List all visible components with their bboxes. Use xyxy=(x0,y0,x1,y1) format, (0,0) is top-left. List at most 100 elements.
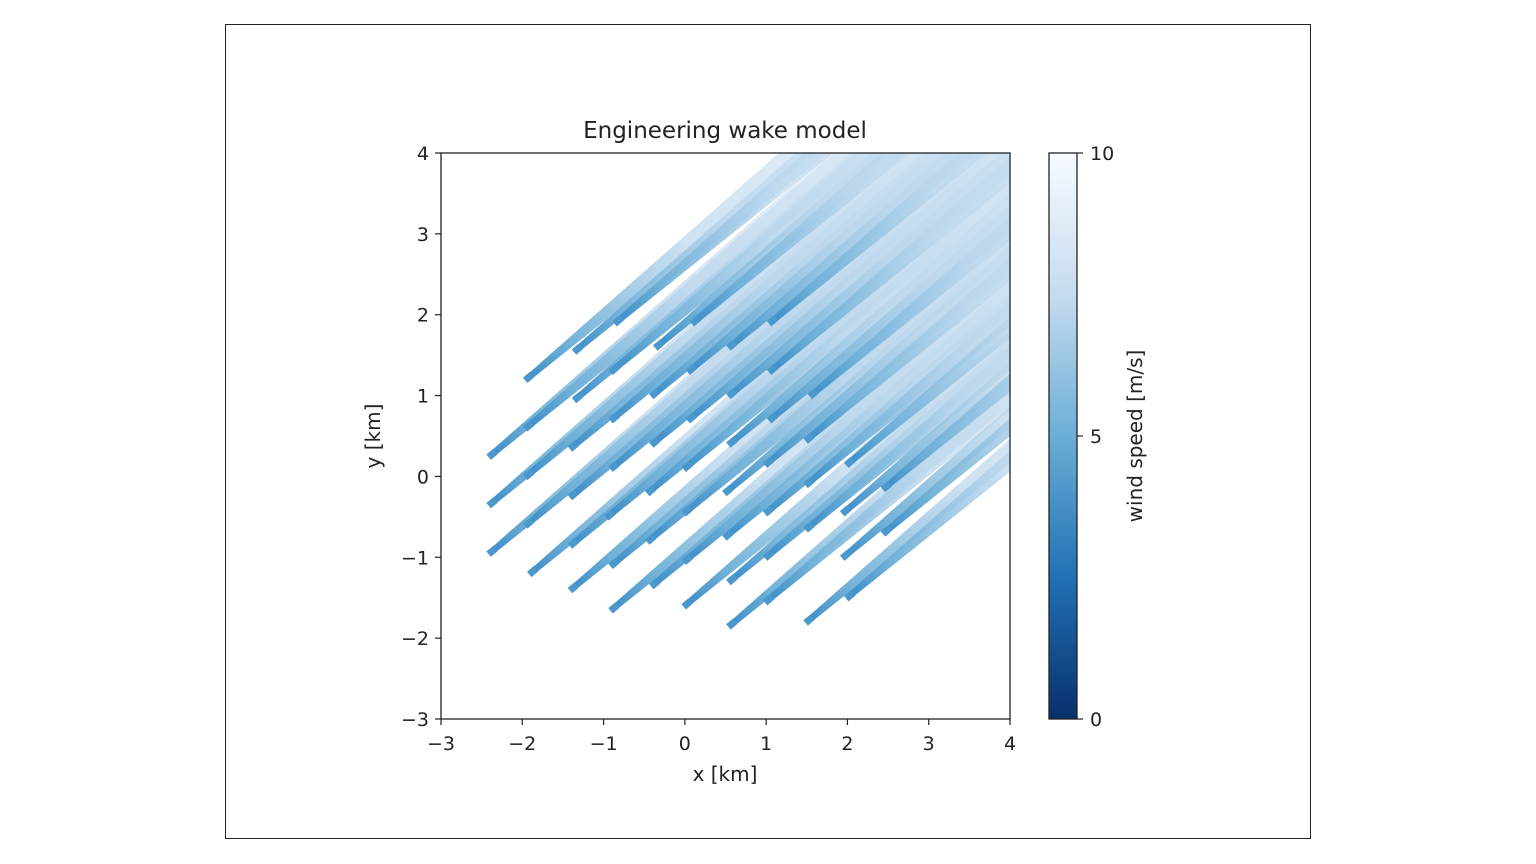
turbine-rotor xyxy=(726,388,738,400)
turbine-rotor xyxy=(762,505,775,517)
turbine-rotor xyxy=(844,456,856,468)
turbine-wake xyxy=(726,153,1010,351)
turbine-rotor xyxy=(844,590,856,602)
chart-title: Engineering wake model xyxy=(583,118,867,144)
y-axis-label: y [km] xyxy=(361,404,385,469)
turbine-rotor xyxy=(681,553,693,565)
x-tick-label: −1 xyxy=(590,733,618,755)
x-axis-label: x [km] xyxy=(693,762,758,786)
turbine-wake xyxy=(803,153,1010,489)
turbine-wake xyxy=(880,153,1010,537)
turbine-wake xyxy=(612,153,1010,327)
turbine-rotor xyxy=(608,363,620,375)
turbine-rotor xyxy=(612,315,624,327)
y-tick-label: 3 xyxy=(417,224,429,246)
turbine-rotor xyxy=(762,456,775,468)
turbine-rotor xyxy=(648,578,661,590)
turbine-wake xyxy=(880,153,1010,493)
x-tick-label: 2 xyxy=(841,733,853,755)
turbine-rotor xyxy=(567,489,580,501)
turbine-rotor xyxy=(681,460,693,472)
turbine-rotor xyxy=(608,602,620,614)
turbine-wake xyxy=(766,153,1010,375)
turbine-wake xyxy=(844,153,1010,468)
turbine-rotor xyxy=(762,549,775,561)
turbine-rotor xyxy=(604,509,616,521)
turbine-rotor xyxy=(839,505,852,517)
turbine-rotor xyxy=(608,557,620,570)
turbine-rotor xyxy=(689,315,701,327)
x-tick-label: 4 xyxy=(1004,733,1016,755)
turbine-rotor xyxy=(527,565,539,578)
colorbar-tick-label: 0 xyxy=(1090,709,1102,731)
turbine-rotor xyxy=(726,574,738,586)
turbine-rotor xyxy=(648,388,661,400)
turbine-rotor xyxy=(644,533,657,545)
turbine-rotor xyxy=(653,339,665,351)
turbine-rotor xyxy=(726,339,738,351)
y-tick-label: −2 xyxy=(401,628,429,650)
turbine-wake xyxy=(522,153,1010,432)
turbine-wake xyxy=(807,153,1010,400)
y-tick-label: 1 xyxy=(417,386,429,408)
turbine-rotor xyxy=(567,537,580,549)
turbine-wake xyxy=(689,153,1010,327)
turbine-rotor xyxy=(644,485,657,497)
turbine-rotor xyxy=(486,448,498,460)
turbine-rotor xyxy=(722,529,734,541)
turbine-wake xyxy=(844,153,1010,602)
x-tick-label: 0 xyxy=(679,733,691,755)
turbine-rotor xyxy=(567,440,580,452)
turbine-wake xyxy=(608,153,1010,375)
turbine-rotor xyxy=(486,497,498,509)
turbine-wake xyxy=(681,153,1010,472)
turbine-rotor xyxy=(766,412,779,424)
turbine-rotor xyxy=(685,363,697,375)
y-tick-label: 4 xyxy=(417,143,429,165)
turbine-rotor xyxy=(803,614,815,626)
turbine-rotor xyxy=(486,545,498,557)
turbine-rotor xyxy=(522,420,535,432)
turbine-wake xyxy=(839,153,1010,561)
colorbar-label: wind speed [m/s] xyxy=(1123,350,1147,523)
turbine-rotor xyxy=(766,363,779,375)
turbine-rotor xyxy=(722,485,734,497)
turbine-rotor xyxy=(681,505,693,517)
turbine-wake xyxy=(762,153,1010,606)
turbine-rotor xyxy=(567,582,580,594)
y-tick-label: 2 xyxy=(417,305,429,327)
x-tick-label: −2 xyxy=(508,733,536,755)
turbine-wake xyxy=(766,153,1010,327)
turbine-rotor xyxy=(880,481,893,493)
turbine-wake xyxy=(803,153,1010,444)
x-axis: −3 −2 −1 0 1 2 3 4 xyxy=(427,719,1016,755)
turbine-rotor xyxy=(648,436,661,448)
turbine-rotor xyxy=(608,460,620,472)
turbine-rotor xyxy=(571,343,584,355)
turbine-rotor xyxy=(726,436,738,448)
colorbar-tick-label: 10 xyxy=(1090,143,1114,165)
turbine-rotor xyxy=(766,315,779,327)
turbine-rotor xyxy=(681,598,693,610)
turbine-wake xyxy=(685,153,1010,375)
turbine-rotor xyxy=(762,594,775,606)
x-tick-label: −3 xyxy=(427,733,455,755)
turbine-rotor xyxy=(880,525,893,537)
turbine-rotor xyxy=(807,388,819,400)
y-tick-label: −3 xyxy=(401,709,429,731)
turbine-wake xyxy=(839,153,1010,517)
colorbar-tick-label: 5 xyxy=(1090,426,1102,448)
turbine-rotor xyxy=(522,517,535,529)
x-tick-label: 3 xyxy=(923,733,935,755)
turbine-rotor xyxy=(571,392,584,404)
x-tick-label: 1 xyxy=(760,733,772,755)
turbine-wake xyxy=(803,153,1010,533)
turbine-rotor xyxy=(685,412,697,424)
turbine-rotor xyxy=(803,477,815,489)
turbine-rotor xyxy=(522,468,535,481)
y-tick-label: −1 xyxy=(401,547,429,569)
colorbar xyxy=(1048,152,1078,720)
turbine-rotor xyxy=(803,521,815,533)
turbine-rotor xyxy=(726,618,738,630)
y-tick-label: 0 xyxy=(417,466,429,488)
